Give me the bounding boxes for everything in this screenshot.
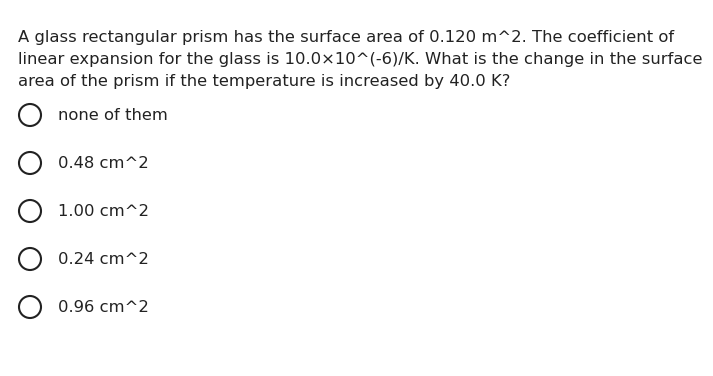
Text: 0.48 cm^2: 0.48 cm^2 [58, 156, 149, 170]
Text: 0.24 cm^2: 0.24 cm^2 [58, 252, 149, 267]
Text: none of them: none of them [58, 108, 168, 123]
Circle shape [19, 200, 41, 222]
Circle shape [19, 104, 41, 126]
Circle shape [19, 296, 41, 318]
Text: 0.96 cm^2: 0.96 cm^2 [58, 300, 149, 314]
Text: 1.00 cm^2: 1.00 cm^2 [58, 203, 149, 218]
Text: A glass rectangular prism has the surface area of 0.120 m^2. The coefficient of: A glass rectangular prism has the surfac… [18, 30, 674, 45]
Circle shape [19, 152, 41, 174]
Text: linear expansion for the glass is 10.0×10^(-6)/K. What is the change in the surf: linear expansion for the glass is 10.0×1… [18, 52, 702, 67]
Text: area of the prism if the temperature is increased by 40.0 K?: area of the prism if the temperature is … [18, 74, 511, 89]
Circle shape [19, 248, 41, 270]
